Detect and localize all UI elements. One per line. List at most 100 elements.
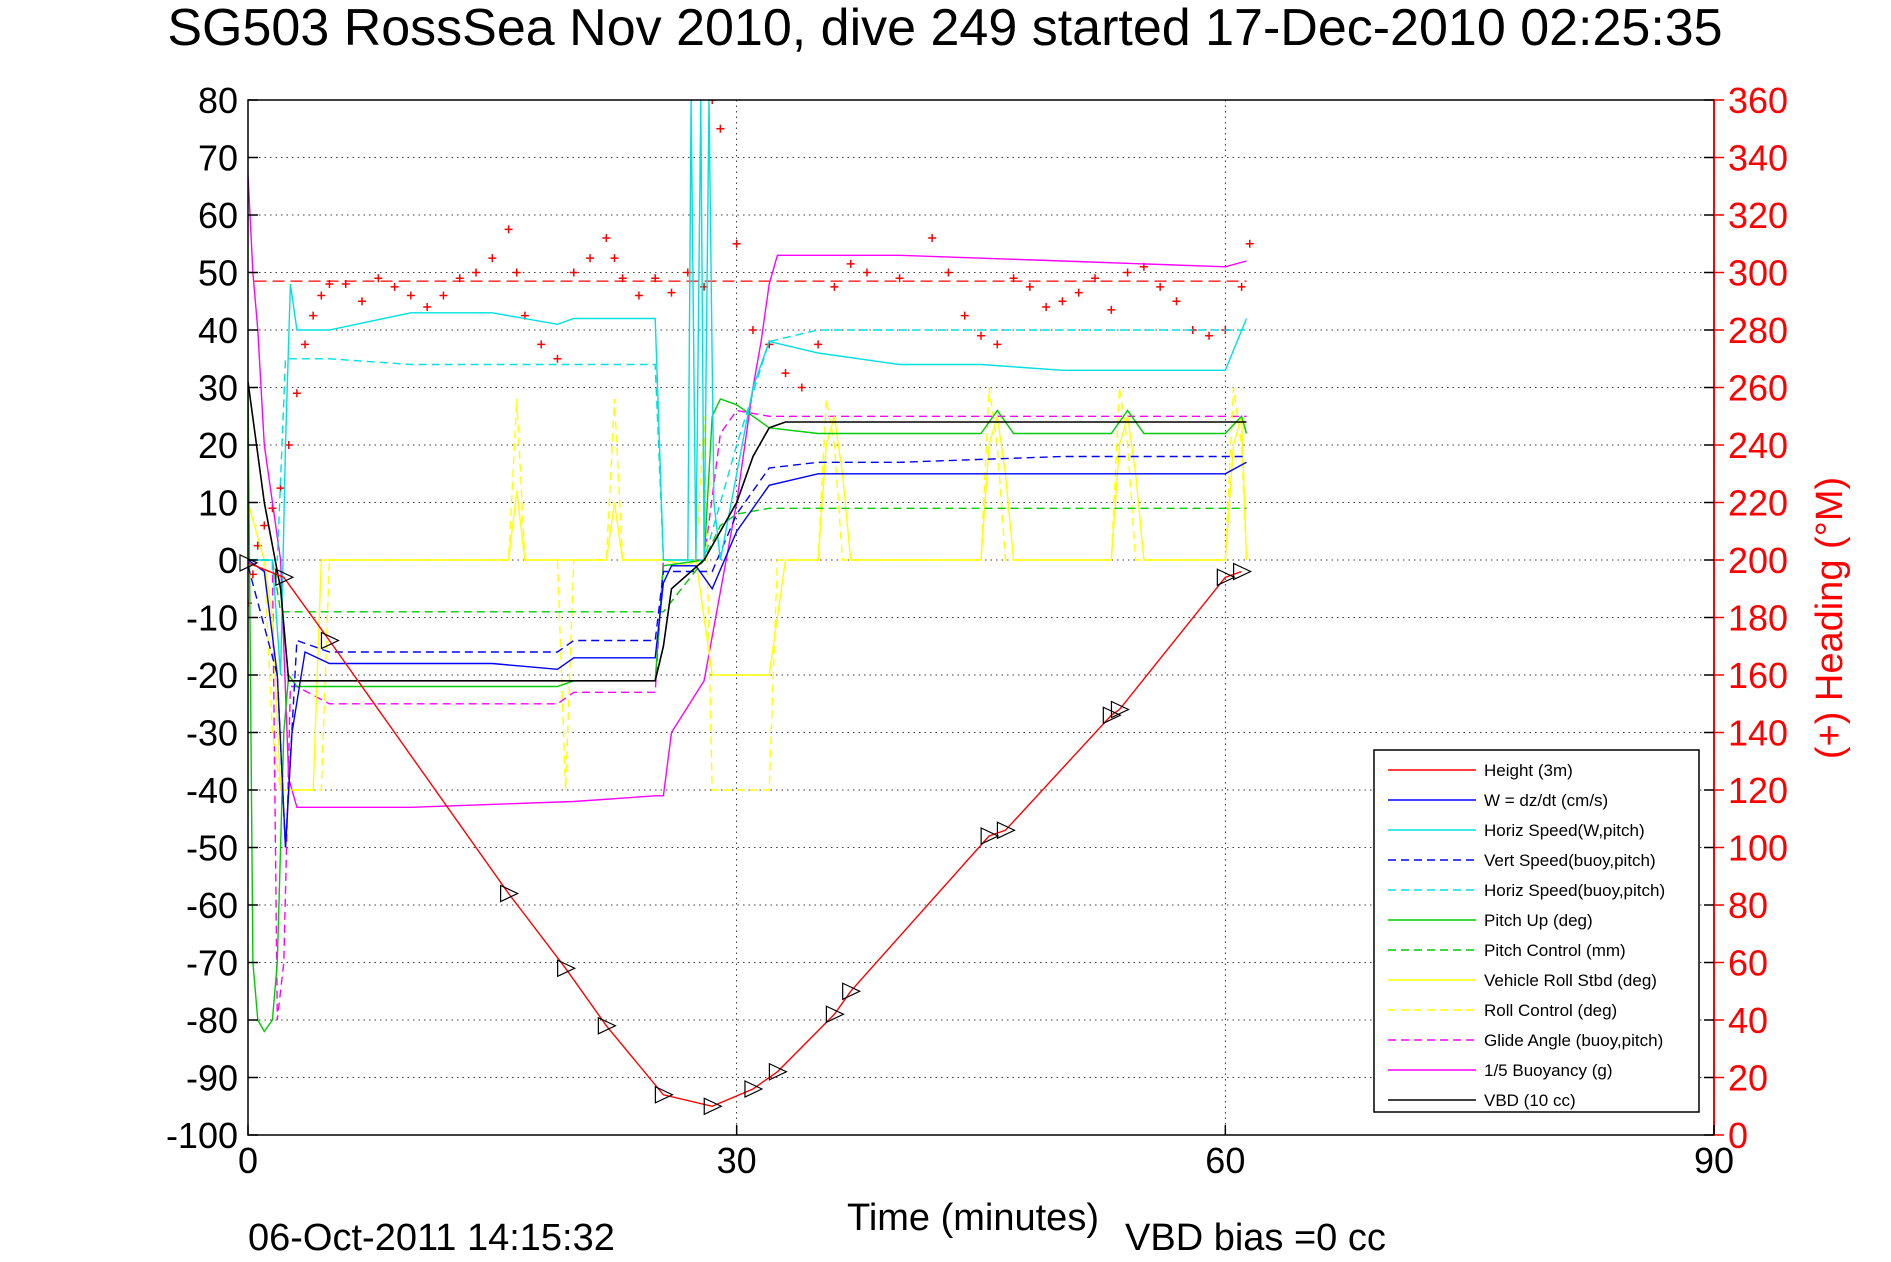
heading-point: [569, 268, 578, 277]
heading-tick-label: 80: [1728, 885, 1768, 926]
height-marker: [980, 827, 1000, 845]
legend-label: Glide Angle (buoy,pitch): [1484, 1031, 1663, 1050]
heading-point: [455, 274, 464, 283]
height-marker: [1216, 568, 1236, 587]
series-1-5-buoyancy-g: [248, 174, 1247, 808]
heading-point: [1123, 268, 1132, 277]
heading-point: [1009, 274, 1018, 283]
heading-tick-label: 100: [1728, 828, 1788, 869]
legend-label: VBD (10 cc): [1484, 1091, 1576, 1110]
heading-point: [1025, 282, 1034, 291]
heading-point: [781, 369, 790, 378]
heading-point: [797, 383, 806, 392]
heading-point: [960, 311, 969, 320]
heading-point: [993, 340, 1002, 349]
heading-point: [406, 291, 415, 300]
heading-point: [1074, 288, 1083, 297]
y-tick-label: -10: [186, 598, 238, 639]
heading-point: [260, 521, 269, 530]
heading-point: [292, 389, 301, 398]
y-tick-label: -90: [186, 1058, 238, 1099]
heading-tick-label: 120: [1728, 770, 1788, 811]
heading-point: [895, 274, 904, 283]
heading-tick-label: 240: [1728, 425, 1788, 466]
heading-tick-label: 40: [1728, 1000, 1768, 1041]
heading-point: [634, 291, 643, 300]
y-tick-label: 80: [198, 80, 238, 121]
y-tick-label: -100: [166, 1115, 238, 1156]
heading-point: [977, 331, 985, 340]
series-roll-control-deg: [248, 387, 1248, 791]
heading-point: [1237, 282, 1246, 291]
legend-label: Vert Speed(buoy,pitch): [1484, 851, 1656, 870]
series-glide-angle-buoy-pitch: [248, 409, 1247, 1021]
heading-tick-label: 60: [1728, 943, 1768, 984]
height-marker: [1233, 562, 1253, 581]
height-marker: [1110, 700, 1130, 719]
heading-point: [732, 239, 741, 248]
legend-label: Horiz Speed(W,pitch): [1484, 821, 1645, 840]
series-pitch-control-mm: [248, 507, 1247, 613]
height-markers: [239, 553, 1253, 1116]
heading-tick-label: 180: [1728, 598, 1788, 639]
heading-point: [341, 280, 350, 288]
heading-point: [708, 100, 717, 104]
series-layer: [248, 100, 1254, 1108]
heading-point: [748, 326, 757, 334]
heading-point: [309, 311, 318, 320]
legend-label: W = dz/dt (cm/s): [1484, 791, 1608, 810]
y-tick-label: -70: [186, 943, 238, 984]
heading-tick-label: 20: [1728, 1058, 1768, 1099]
heading-point: [928, 234, 937, 242]
y-tick-label: 0: [218, 540, 238, 581]
legend-label: Roll Control (deg): [1484, 1001, 1617, 1020]
y-tick-label: 10: [198, 483, 238, 524]
y-tick-label: 70: [198, 138, 238, 179]
heading-point: [301, 340, 310, 349]
heading-point: [1245, 239, 1254, 248]
height-marker: [703, 1097, 723, 1116]
heading-point: [667, 288, 676, 297]
y-tick-label: -20: [186, 655, 238, 696]
heading-tick-label: 160: [1728, 655, 1788, 696]
series-w-dz-dt-cm-s: [248, 461, 1247, 848]
height-marker: [744, 1080, 764, 1098]
height-marker: [825, 1005, 845, 1024]
series-pitch-up-deg: [248, 387, 1248, 1033]
y-tick-label: 30: [198, 368, 238, 409]
series-horiz-speed-w-pitch: [248, 100, 1248, 676]
y-tick-label: 50: [198, 253, 238, 294]
series-height-3m: [248, 562, 1242, 1108]
heading-tick-label: 200: [1728, 540, 1788, 581]
legend-label: Pitch Up (deg): [1484, 911, 1593, 930]
heading-point: [472, 268, 481, 277]
heading-point: [439, 291, 448, 300]
heading-point: [317, 291, 326, 300]
x-tick-label: 0: [238, 1140, 258, 1181]
y-tick-label: 20: [198, 425, 238, 466]
heading-point: [1156, 282, 1165, 291]
heading-point: [846, 259, 855, 268]
y-tick-label: -40: [186, 770, 238, 811]
heading-point: [1091, 274, 1100, 283]
heading-point: [651, 274, 660, 283]
heading-point: [537, 340, 546, 349]
x-tick-label: 90: [1694, 1140, 1734, 1181]
heading-point: [390, 282, 399, 291]
height-marker: [320, 631, 340, 650]
heading-point: [618, 274, 627, 283]
height-marker: [597, 1016, 617, 1035]
height-marker: [500, 884, 520, 903]
height-marker: [996, 821, 1016, 840]
heading-tick-label: 260: [1728, 368, 1788, 409]
heading-point: [488, 254, 497, 263]
heading-point: [862, 268, 871, 277]
heading-point: [1107, 305, 1116, 314]
heading-tick-label: 320: [1728, 195, 1788, 236]
heading-tick-label: 300: [1728, 253, 1788, 294]
heading-point: [553, 354, 562, 363]
legend-label: Height (3m): [1484, 761, 1573, 780]
heading-tick-label: 360: [1728, 80, 1788, 121]
heading-point: [248, 599, 252, 608]
heading-point: [1205, 331, 1214, 340]
